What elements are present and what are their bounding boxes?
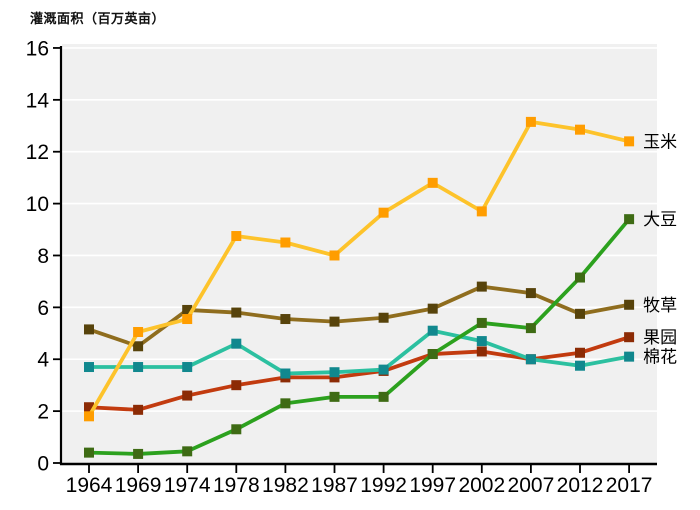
series-marker-soybean bbox=[231, 424, 242, 435]
series-marker-cotton bbox=[84, 362, 94, 373]
series-marker-cotton bbox=[280, 368, 291, 379]
series-marker-soybean bbox=[133, 448, 144, 459]
series-marker-pasture bbox=[231, 307, 242, 318]
series-marker-corn bbox=[427, 177, 438, 188]
y-tick-label: 12 bbox=[26, 141, 49, 164]
series-marker-cotton bbox=[525, 354, 536, 365]
series-marker-cotton bbox=[575, 360, 585, 371]
series-marker-corn bbox=[84, 411, 94, 422]
y-tick-label: 8 bbox=[37, 245, 49, 268]
series-marker-corn bbox=[378, 207, 389, 218]
series-marker-soybean bbox=[525, 323, 536, 334]
series-line-corn bbox=[87, 119, 630, 418]
y-tick-label: 14 bbox=[26, 89, 50, 112]
series-marker-pasture bbox=[182, 304, 193, 315]
series-marker-soybean bbox=[329, 391, 340, 402]
series-label-orchard: 果园 bbox=[643, 328, 677, 347]
series-marker-corn bbox=[329, 250, 340, 261]
series-line-cotton bbox=[89, 328, 630, 376]
series-marker-orchard bbox=[329, 372, 340, 383]
series-marker-soybean bbox=[378, 391, 389, 402]
series-line-pasture bbox=[88, 284, 630, 349]
series-marker-corn bbox=[280, 237, 291, 248]
series-marker-orchard bbox=[624, 332, 635, 343]
series-marker-soybean bbox=[84, 447, 94, 458]
x-tick-label: 1992 bbox=[360, 474, 407, 497]
x-tick-label: 2012 bbox=[557, 474, 604, 497]
x-tick-label: 1978 bbox=[213, 474, 260, 497]
series-marker-corn bbox=[231, 231, 242, 242]
series-marker-pasture bbox=[427, 303, 438, 314]
series-marker-pasture bbox=[378, 312, 389, 323]
series-marker-pasture bbox=[133, 341, 144, 352]
x-tick-label: 2007 bbox=[508, 474, 555, 497]
series-marker-corn bbox=[624, 136, 635, 147]
series-label-pasture: 牧草 bbox=[643, 296, 677, 315]
series-marker-pasture bbox=[624, 299, 635, 310]
x-tick-label: 2002 bbox=[458, 474, 505, 497]
x-tick-label: 1997 bbox=[409, 474, 456, 497]
series-marker-orchard bbox=[575, 347, 585, 358]
series-marker-pasture bbox=[575, 308, 585, 319]
series-marker-cotton bbox=[231, 338, 242, 349]
series-label-soybean: 大豆 bbox=[643, 210, 677, 229]
chart-title: 灌溉面积（百万英亩） bbox=[30, 11, 166, 26]
plot-area bbox=[62, 44, 657, 464]
series-marker-soybean bbox=[575, 272, 585, 283]
series-label-cotton: 棉花 bbox=[643, 348, 677, 367]
x-tick-label: 1987 bbox=[311, 474, 358, 497]
series-marker-corn bbox=[575, 124, 585, 135]
x-tick-label: 1969 bbox=[115, 474, 162, 497]
series-marker-pasture bbox=[476, 281, 487, 292]
series-marker-orchard bbox=[182, 390, 193, 401]
series-marker-cotton bbox=[329, 367, 340, 378]
x-tick-label: 1974 bbox=[164, 474, 211, 497]
x-tick-label: 1982 bbox=[262, 474, 309, 497]
series-marker-corn bbox=[525, 116, 536, 127]
series-marker-soybean bbox=[427, 349, 438, 360]
series-marker-cotton bbox=[133, 362, 144, 373]
series-marker-pasture bbox=[329, 316, 340, 327]
series-marker-soybean bbox=[280, 398, 291, 409]
series-label-corn: 玉米 bbox=[643, 132, 677, 151]
series-marker-pasture bbox=[525, 288, 536, 299]
series-marker-pasture bbox=[84, 324, 94, 335]
series-marker-soybean bbox=[624, 214, 635, 225]
series-marker-corn bbox=[133, 327, 144, 338]
x-tick-label: 1964 bbox=[66, 474, 113, 497]
y-tick-label: 6 bbox=[37, 297, 49, 320]
series-marker-corn bbox=[182, 314, 193, 325]
series-marker-orchard bbox=[476, 346, 487, 357]
series-marker-cotton bbox=[476, 336, 487, 347]
series-line-orchard bbox=[88, 335, 630, 412]
series-marker-orchard bbox=[231, 380, 242, 391]
series-marker-pasture bbox=[280, 314, 291, 325]
series-marker-cotton bbox=[427, 325, 438, 336]
series-marker-cotton bbox=[182, 362, 193, 373]
y-tick-label: 10 bbox=[26, 193, 49, 216]
series-marker-orchard bbox=[84, 402, 94, 413]
x-tick-label: 2017 bbox=[606, 474, 653, 497]
y-tick-label: 0 bbox=[37, 453, 49, 476]
y-tick-label: 4 bbox=[37, 349, 49, 372]
series-marker-cotton bbox=[624, 351, 635, 362]
series-marker-cotton bbox=[378, 364, 389, 375]
series-line-soybean bbox=[88, 217, 631, 456]
y-tick-label: 2 bbox=[37, 401, 49, 424]
y-tick-label: 16 bbox=[26, 37, 49, 60]
series-marker-orchard bbox=[133, 404, 144, 415]
series-marker-soybean bbox=[182, 446, 193, 457]
series-marker-corn bbox=[476, 206, 487, 217]
series-marker-soybean bbox=[476, 317, 487, 328]
